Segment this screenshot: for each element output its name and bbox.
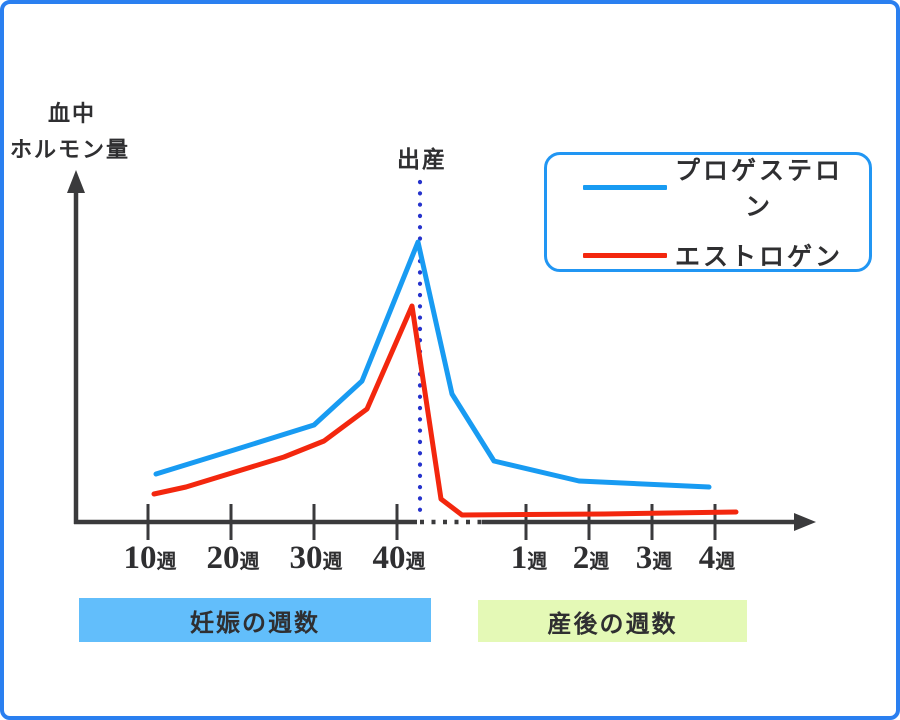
x-tick-label-30w: 30 週 [289,540,343,576]
x-tick-label-40w: 40 週 [372,540,426,576]
progesterone-line-swatch [583,184,667,190]
y-axis-title-line1: 血中 [48,101,97,126]
legend-item-progesterone: プロゲステロン [583,151,851,223]
legend-label-estrogen: エストロゲン [674,244,843,271]
pregnancy-band-label: 妊娠の週数 [190,610,320,637]
progesterone-curve [153,239,712,490]
postpartum-band-label: 産後の週数 [547,611,678,638]
x-axis-arrowhead [794,513,816,531]
postpartum-weeks-band: 産後の週数 [478,600,747,642]
hormone-chart-canvas [67,170,816,540]
legend-label-progesterone: プロゲステロン [674,158,843,221]
legend-item-estrogen: エストロゲン [583,237,851,273]
legend-box: プロゲステロン エストロゲン [544,152,872,272]
estrogen-curve [151,303,739,518]
x-tick-label-20w: 20 週 [206,540,260,576]
x-tick-label-10w: 10 週 [123,540,177,576]
birth-annotation-label: 出産 [397,147,447,172]
pregnancy-weeks-band: 妊娠の週数 [79,598,431,642]
estrogen-line-swatch [583,252,667,258]
y-axis-arrowhead [67,170,85,193]
y-axis-title-line2: ホルモン量 [10,137,131,162]
